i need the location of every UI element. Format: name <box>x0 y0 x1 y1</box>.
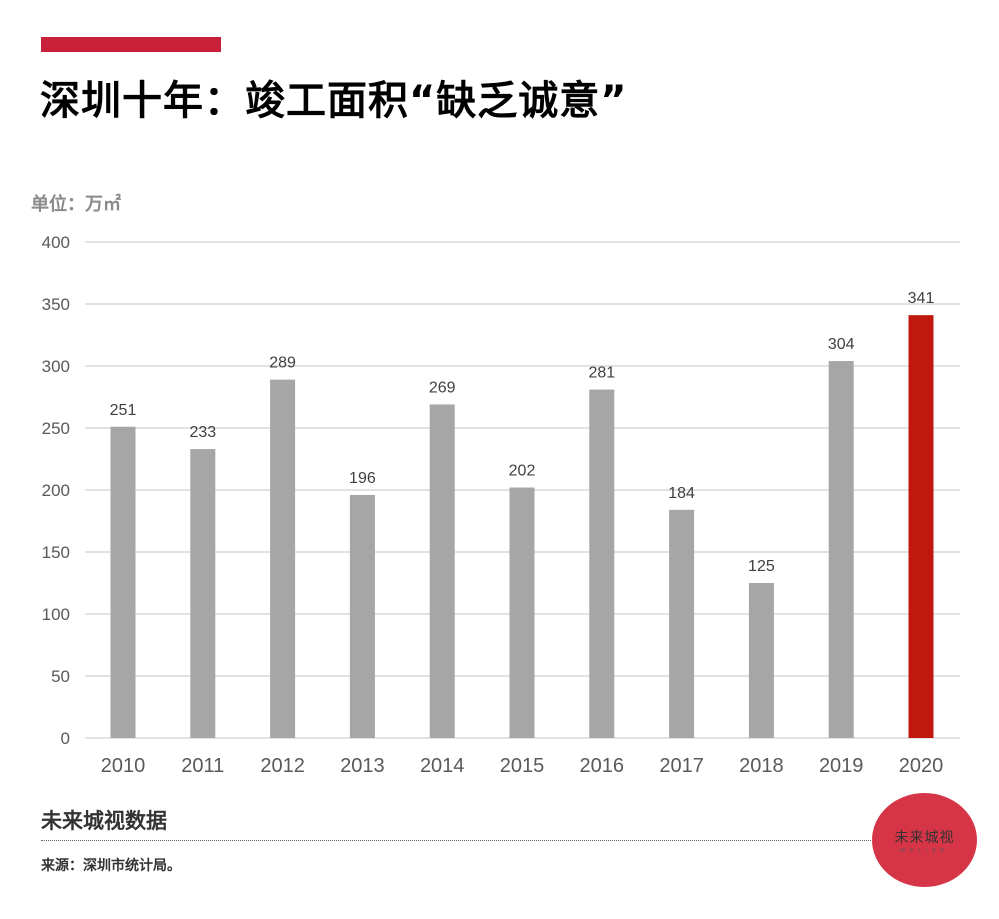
bar <box>748 583 774 738</box>
accent-bar <box>41 37 221 52</box>
data-label: 233 <box>189 424 216 441</box>
y-tick-label: 150 <box>42 543 70 562</box>
x-tick-label: 2013 <box>340 755 385 777</box>
logo-subtext: WELIKE <box>900 847 949 854</box>
data-label: 289 <box>269 355 296 372</box>
unit-label: 单位：万㎡ <box>31 194 121 215</box>
data-label: 251 <box>110 402 137 419</box>
y-tick-label: 50 <box>51 667 70 686</box>
bar <box>589 389 615 738</box>
y-tick-label: 350 <box>42 295 70 314</box>
source-note: 来源：深圳市统计局。 <box>41 858 181 874</box>
bar <box>828 361 854 738</box>
bar <box>509 487 535 738</box>
y-tick-label: 200 <box>42 481 70 500</box>
x-tick-label: 2017 <box>659 755 704 777</box>
data-label: 304 <box>828 336 855 353</box>
x-tick-label: 2020 <box>899 755 944 777</box>
divider <box>41 840 871 841</box>
x-tick-label: 2011 <box>181 755 224 777</box>
page-title: 深圳十年：竣工面积“缺乏诚意” <box>40 78 628 124</box>
logo: 未来城视 WELIKE <box>872 793 977 887</box>
bar <box>190 449 216 738</box>
bar <box>270 379 296 738</box>
data-label: 281 <box>588 365 615 382</box>
x-tick-label: 2019 <box>819 755 864 777</box>
data-label: 269 <box>429 379 456 396</box>
x-tick-label: 2012 <box>260 755 305 777</box>
data-label: 202 <box>509 463 536 480</box>
bar <box>908 315 934 738</box>
y-tick-label: 300 <box>42 357 70 376</box>
bar <box>669 509 695 738</box>
x-tick-label: 2010 <box>101 755 146 777</box>
x-tick-label: 2018 <box>739 755 784 777</box>
y-tick-label: 100 <box>42 605 70 624</box>
x-tick-label: 2015 <box>500 755 545 777</box>
y-tick-label: 400 <box>42 233 70 252</box>
data-label: 125 <box>748 558 775 575</box>
data-label: 184 <box>668 485 695 502</box>
bar <box>349 494 375 738</box>
data-label: 196 <box>349 470 376 487</box>
y-tick-label: 0 <box>61 729 70 748</box>
data-label: 341 <box>908 290 935 307</box>
logo-text: 未来城视 <box>894 829 955 846</box>
source-name: 未来城视数据 <box>41 809 167 833</box>
x-tick-label: 2014 <box>420 755 465 777</box>
bar <box>429 404 455 738</box>
y-tick-label: 250 <box>42 419 70 438</box>
bar-chart: 0 50 100 150 200 250 300 350 400 251 2010 233 2011 28… <box>42 233 960 777</box>
bar <box>110 426 136 738</box>
x-tick-label: 2016 <box>580 755 625 777</box>
